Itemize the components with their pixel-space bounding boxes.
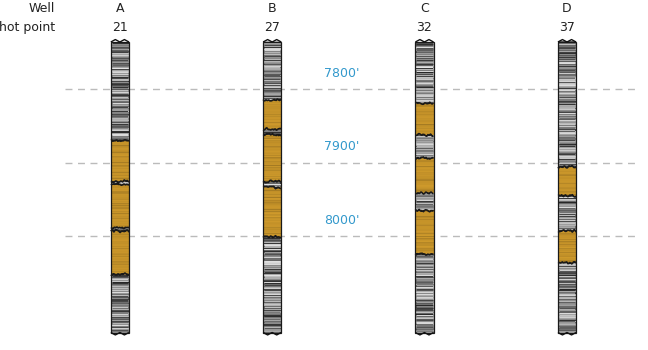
Text: 21: 21 bbox=[112, 21, 128, 34]
Bar bbox=[111, 42, 129, 332]
Bar bbox=[263, 100, 281, 129]
Text: 8000': 8000' bbox=[324, 214, 360, 227]
Text: Well: Well bbox=[29, 2, 55, 15]
Bar bbox=[111, 141, 129, 181]
Text: C: C bbox=[420, 2, 429, 15]
Bar bbox=[558, 167, 576, 196]
Bar bbox=[263, 187, 281, 237]
Text: Shot point: Shot point bbox=[0, 21, 55, 34]
Bar bbox=[111, 42, 129, 332]
Text: D: D bbox=[562, 2, 572, 15]
Bar bbox=[558, 231, 576, 263]
Bar bbox=[415, 42, 434, 332]
Text: 32: 32 bbox=[417, 21, 432, 34]
Bar bbox=[111, 184, 129, 228]
Bar bbox=[415, 158, 434, 193]
Bar bbox=[415, 210, 434, 254]
Text: 27: 27 bbox=[264, 21, 280, 34]
Bar bbox=[111, 231, 129, 274]
Bar bbox=[263, 135, 281, 181]
Bar bbox=[415, 103, 434, 135]
Text: B: B bbox=[268, 2, 277, 15]
Bar bbox=[415, 42, 434, 332]
Text: 7800': 7800' bbox=[324, 67, 360, 80]
Text: A: A bbox=[115, 2, 124, 15]
Bar bbox=[263, 42, 281, 332]
Bar bbox=[263, 42, 281, 332]
Text: 7900': 7900' bbox=[324, 140, 360, 154]
Bar bbox=[558, 42, 576, 332]
Text: 37: 37 bbox=[559, 21, 575, 34]
Bar bbox=[558, 42, 576, 332]
